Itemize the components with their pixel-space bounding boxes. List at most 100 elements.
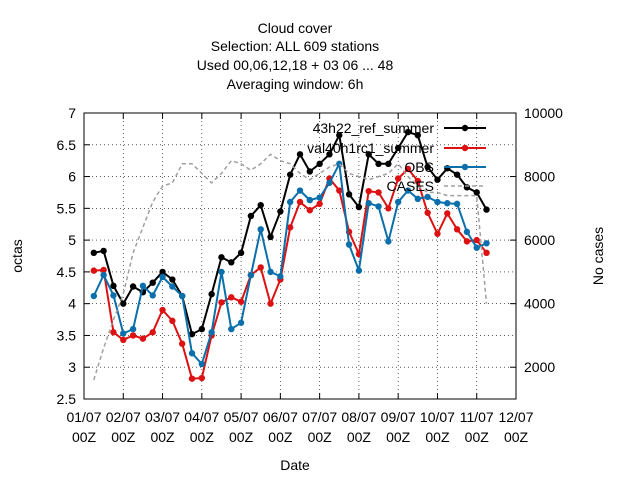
data-point: [247, 271, 255, 279]
data-point: [473, 244, 480, 251]
series-line: [93, 153, 488, 381]
axis-ticks: 01/07 00Z 02/07 00Z 03/07 00Z 04/07 00Z 05/07 00Z…: [57, 105, 564, 445]
y2-tick-label: 4000: [524, 296, 555, 312]
data-point: [444, 200, 451, 207]
data-point: [463, 228, 471, 236]
data-point: [345, 191, 353, 198]
data-point: [463, 238, 471, 245]
data-point: [326, 151, 333, 158]
y2-axis-label: No cases: [590, 227, 606, 285]
data-point: [267, 268, 274, 276]
data-point: [296, 187, 304, 194]
data-point: [404, 128, 412, 136]
data-point: [228, 294, 235, 301]
legend-label: OBS: [404, 159, 434, 175]
data-point: [218, 299, 225, 306]
data-point: [129, 325, 137, 333]
data-point: [404, 165, 412, 173]
data-point: [355, 267, 363, 274]
y-tick-label: 5.5: [57, 200, 77, 216]
legend-marker: [461, 144, 469, 152]
title-line-4: Averaging window: 6h: [227, 76, 364, 92]
data-point: [306, 168, 314, 175]
data-point: [218, 268, 225, 276]
data-point: [424, 163, 431, 171]
data-point: [178, 340, 186, 347]
data-point: [159, 306, 166, 314]
data-point: [453, 226, 461, 233]
data-point: [434, 198, 441, 206]
x-tick-label-date: 12/07: [498, 409, 533, 425]
series-obs: [90, 160, 490, 368]
data-point: [316, 160, 323, 168]
data-point: [394, 175, 402, 182]
legend-label: 43h22_ref_summer: [313, 120, 435, 136]
legend-item: 43h22_ref_summer: [313, 120, 486, 136]
x-tick-label-date: 11/07: [460, 409, 494, 425]
data-point: [336, 132, 343, 139]
data-point: [247, 212, 255, 220]
data-point: [336, 187, 343, 194]
data-point: [306, 196, 314, 204]
title-line-1: Cloud cover: [258, 20, 333, 36]
data-point: [208, 329, 215, 336]
x-tick-label-hour: 00Z: [72, 429, 97, 445]
data-point: [169, 283, 176, 290]
x-tick-label-hour: 00Z: [465, 429, 490, 445]
y-tick-label: 4.5: [57, 264, 77, 280]
legend-marker: [461, 124, 469, 132]
x-tick-label-date: 01/07: [66, 409, 101, 425]
data-point: [267, 233, 274, 241]
y-tick-label: 2.5: [57, 391, 77, 407]
data-point: [473, 189, 480, 196]
x-tick-label-hour: 00Z: [504, 429, 529, 445]
data-point: [100, 271, 107, 279]
data-point: [208, 290, 215, 298]
data-point: [296, 151, 304, 158]
data-point: [139, 282, 147, 290]
data-point: [394, 144, 402, 152]
data-point: [257, 226, 264, 233]
data-point: [375, 203, 382, 210]
data-point: [149, 279, 156, 286]
x-tick-label-date: 08/07: [341, 409, 376, 425]
data-point: [198, 360, 206, 368]
data-point: [286, 224, 294, 231]
data-point: [90, 249, 98, 257]
data-point: [100, 247, 107, 255]
data-point: [110, 329, 117, 336]
data-point: [188, 375, 196, 382]
legend-label: CASES: [387, 178, 434, 194]
legend-item: OBS: [404, 159, 486, 175]
y-tick-label: 4: [68, 296, 76, 312]
data-point: [228, 259, 235, 266]
data-point: [404, 187, 412, 194]
data-point: [365, 200, 372, 207]
x-tick-label-hour: 00Z: [111, 429, 136, 445]
x-tick-label-date: 04/07: [184, 409, 219, 425]
y-tick-label: 5: [68, 232, 76, 248]
title-line-2: Selection: ALL 609 stations: [211, 38, 379, 54]
data-point: [365, 187, 372, 195]
data-point: [149, 329, 156, 336]
data-point: [385, 238, 392, 245]
x-tick-label-hour: 00Z: [386, 429, 411, 445]
legend-item: CASES: [387, 178, 486, 194]
data-point: [188, 350, 196, 357]
x-tick-label-hour: 00Z: [150, 429, 175, 445]
data-point: [110, 292, 117, 299]
data-point: [444, 210, 451, 217]
data-point: [316, 194, 323, 201]
data-point: [483, 206, 490, 213]
data-point: [434, 176, 441, 183]
data-point: [483, 249, 490, 257]
legend-item: val40h1rc1_summer: [307, 140, 486, 156]
data-point: [277, 273, 284, 280]
grid: [83, 112, 517, 400]
data-point: [286, 171, 294, 178]
x-tick-label-date: 10/07: [420, 409, 455, 425]
data-point: [120, 330, 127, 337]
data-point: [228, 325, 235, 333]
data-point: [90, 292, 98, 300]
series-cases: [93, 153, 488, 381]
